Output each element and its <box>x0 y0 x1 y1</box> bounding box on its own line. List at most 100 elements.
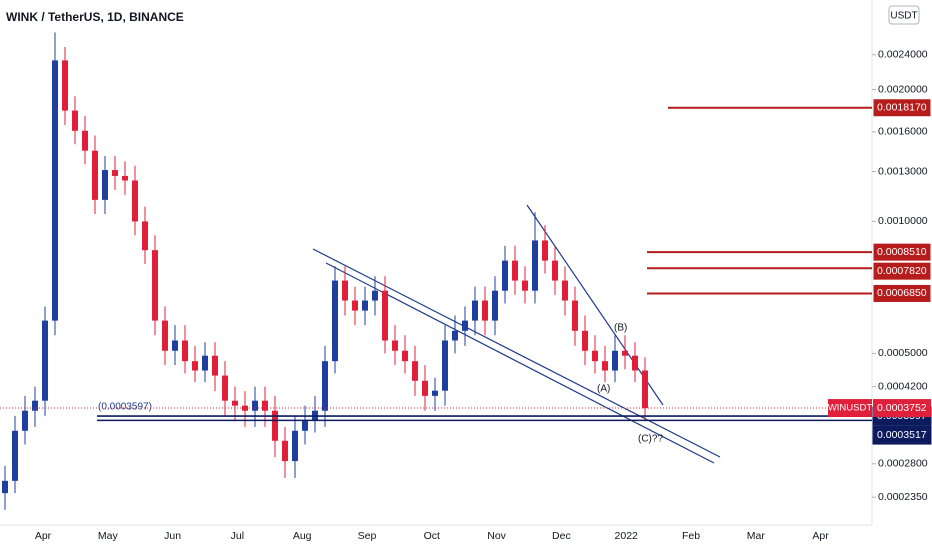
annotation: (C)?? <box>638 434 663 445</box>
y-tick-label: 0.0002350 <box>878 491 928 503</box>
candle-body <box>542 240 548 261</box>
candle-body <box>332 280 338 362</box>
candle-body <box>192 361 198 371</box>
candle-body <box>232 400 238 406</box>
currency-label: USDT <box>890 11 917 22</box>
x-tick-label: Oct <box>424 530 440 542</box>
candle-body <box>212 355 218 376</box>
trend-line <box>325 262 715 464</box>
candle-body <box>32 400 38 411</box>
candle-body <box>372 290 378 301</box>
candle-body <box>592 350 598 362</box>
candle-body <box>322 361 328 411</box>
candle-body <box>512 260 518 281</box>
candle-body <box>612 350 618 371</box>
chart-title: WINK / TetherUS, 1D, BINANCE <box>6 10 184 24</box>
level-label: 0.0006850 <box>877 287 927 299</box>
x-tick-label: Jul <box>231 530 244 542</box>
candle-body <box>472 300 478 321</box>
candle-body <box>72 110 78 131</box>
candle-body <box>442 340 448 391</box>
candle-body <box>522 280 528 291</box>
candle-body <box>392 340 398 351</box>
candle-body <box>282 440 288 462</box>
candle-body <box>452 330 458 341</box>
candle-body <box>222 375 228 401</box>
candle-body <box>492 290 498 321</box>
y-tick-label: 0.0024000 <box>878 49 928 61</box>
x-tick-label: Dec <box>552 530 571 542</box>
candle-body <box>102 170 108 200</box>
candle-body <box>582 330 588 351</box>
candle-body <box>622 350 628 356</box>
y-tick-label: 0.0013000 <box>878 165 928 177</box>
candle-body <box>62 60 68 111</box>
y-tick-label: 0.0005000 <box>878 347 928 359</box>
level-label: 0.0008510 <box>877 246 927 258</box>
candle-body <box>422 380 428 396</box>
x-tick-label: Apr <box>35 530 52 542</box>
candle-body <box>502 260 508 291</box>
x-tick-label: Nov <box>487 530 506 542</box>
candle-body <box>602 361 608 371</box>
x-tick-label: Mar <box>747 530 766 542</box>
y-tick-label: 0.0020000 <box>878 83 928 95</box>
candle-body <box>382 290 388 341</box>
candle-body <box>272 410 278 441</box>
level-label: 0.0018170 <box>877 102 927 114</box>
last-price-box <box>873 399 931 418</box>
candle-body <box>532 240 538 291</box>
candle-body <box>482 300 488 321</box>
candle-body <box>432 390 438 396</box>
candle-body <box>12 430 18 481</box>
candle-body <box>122 175 128 181</box>
candle-body <box>552 260 558 281</box>
y-tick-label: 0.0002800 <box>878 458 928 470</box>
x-tick-label: May <box>98 530 119 542</box>
x-tick-label: Aug <box>293 530 312 542</box>
level-box <box>872 283 932 303</box>
candle-body <box>462 320 468 331</box>
trend-lines <box>312 204 721 464</box>
y-tick-label: 0.0004200 <box>878 380 928 392</box>
candle-body <box>572 300 578 331</box>
candle-body <box>262 400 268 411</box>
candle-body <box>52 60 58 321</box>
symbol-box <box>828 399 872 418</box>
candle-body <box>202 355 208 371</box>
candle-body <box>632 355 638 371</box>
candle-body <box>152 250 158 321</box>
candle-body <box>132 180 138 222</box>
annotation: (B) <box>614 323 627 334</box>
candle-body <box>112 170 118 176</box>
candle-body <box>162 320 168 351</box>
candle-body <box>22 410 28 431</box>
x-tick-label: Feb <box>682 530 700 542</box>
candle-body <box>402 350 408 362</box>
level-box <box>872 261 932 281</box>
candle-body <box>172 340 178 351</box>
candle-body <box>82 130 88 151</box>
annotation: (0.0003597) <box>98 402 152 413</box>
candle-body <box>412 361 418 381</box>
x-tick-label: 2022 <box>615 530 639 542</box>
x-tick-label: Sep <box>358 530 377 542</box>
candle-body <box>42 320 48 401</box>
level-box <box>872 425 932 445</box>
candle-body <box>242 405 248 411</box>
candle-body <box>252 400 258 411</box>
candle-body <box>562 280 568 301</box>
symbol-label: WINUSDT <box>828 403 873 414</box>
trend-line <box>312 248 721 458</box>
level-label: 0.0003517 <box>877 429 927 441</box>
candle-body <box>2 480 8 494</box>
candle-body <box>352 300 358 311</box>
y-tick-label: 0.0016000 <box>878 126 928 138</box>
x-tick-label: Apr <box>812 530 829 542</box>
level-box <box>872 98 932 118</box>
trend-line <box>526 204 664 406</box>
candle-body <box>292 430 298 462</box>
currency-badge[interactable] <box>888 5 920 25</box>
